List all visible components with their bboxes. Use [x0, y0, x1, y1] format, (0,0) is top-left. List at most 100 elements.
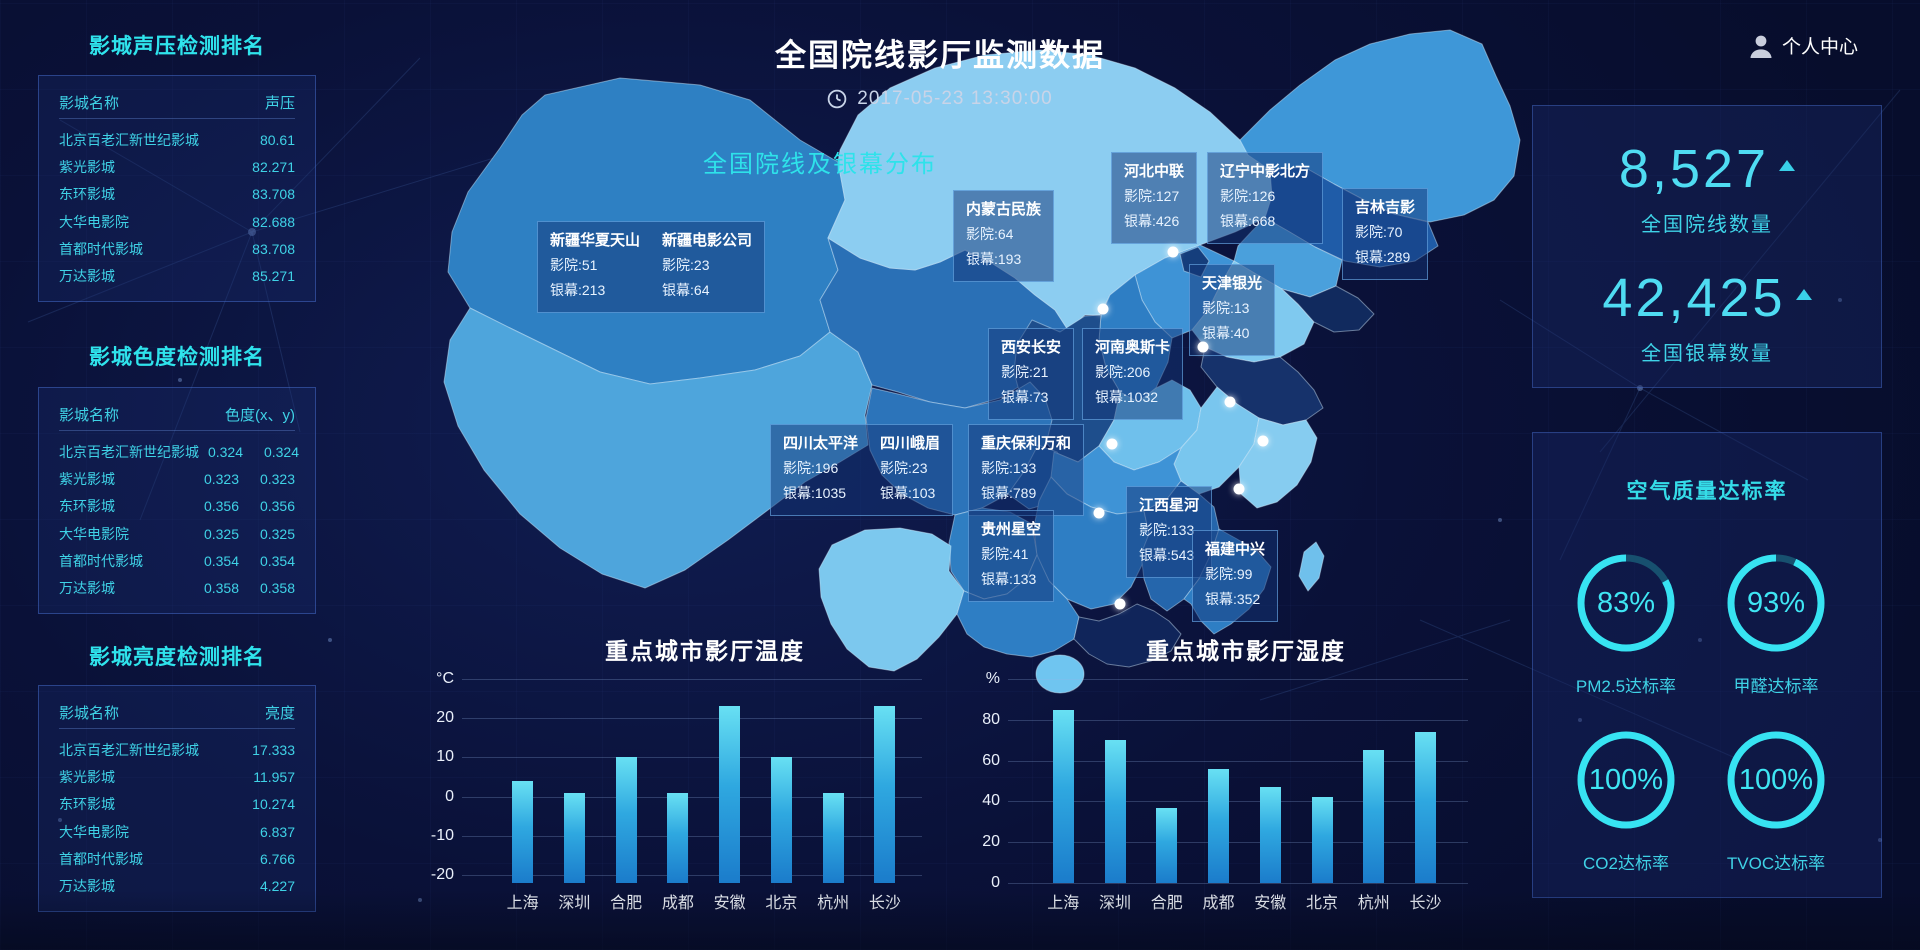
province-hainan [1035, 654, 1085, 694]
province-yunnan [818, 527, 965, 672]
timestamp-row: 2017-05-23 13:30:00 [827, 88, 1052, 110]
table-body: 北京百老汇新世纪影城 80.61 紫光影城 82.271 东环影城 83.708 大华电影院… [59, 119, 295, 293]
name-column-header: 影城名称 [59, 406, 120, 424]
gauge-ring [1727, 554, 1825, 652]
table-row: 东环影城 10.274 [59, 794, 295, 814]
gridline [1008, 801, 1468, 803]
temperature-chart: 重点城市影厅温度 -20 -10 0 10 20 °C 上海 深圳 合肥 成都 安徽 北京 杭州 长沙 [431, 628, 965, 928]
ranking-table-sound: 影城名称 声压 北京百老汇新世纪影城 80.61 紫光影城 82.271 东环影城 83.… [38, 75, 316, 302]
cinema-name: 紫光影城 [59, 159, 115, 176]
table-row: 东环影城 83.708 [59, 184, 295, 204]
table-row: 紫光影城 82.271 [59, 157, 295, 177]
cinema-name: 万达影城 [59, 579, 115, 596]
cinema-name: 紫光影城 [59, 769, 115, 786]
gauge-ring [1577, 554, 1675, 652]
ranking-title-chroma: 影城色度检测排名 [89, 346, 265, 369]
ranking-title-brightness: 影城亮度检测排名 [89, 646, 265, 669]
cinema-value: 17.333 [252, 742, 295, 759]
axis-tick-label: % [985, 670, 1000, 687]
cinema-value: 4.227 [259, 877, 295, 894]
cinema-name: 首都时代影城 [59, 850, 143, 867]
cinema-name: 北京百老汇新世纪影城 [59, 132, 199, 149]
bar [822, 792, 844, 883]
clock-icon [827, 89, 847, 109]
air-quality-panel: 空气质量达标率 83% PM2.5达标率 93% 甲醛达标率 100% CO2达… [1532, 432, 1882, 898]
value-column-header: 声压 [264, 94, 295, 112]
gauge-value: 83% [1596, 586, 1656, 619]
table-row: 万达影城 4.227 [59, 876, 295, 896]
city-label: 长沙 [1409, 895, 1442, 912]
cinema-value: 0.324 [207, 444, 243, 461]
temperature-chart-title: 重点城市影厅温度 [605, 638, 805, 664]
gridline [462, 718, 922, 720]
timestamp: 2017-05-23 13:30:00 [857, 88, 1053, 109]
gauge-ring [1727, 731, 1825, 829]
axis-tick-label: 10 [436, 748, 454, 766]
table-body: 北京百老汇新世纪影城 17.333 紫光影城 11.957 东环影城 10.274 大华电影… [59, 729, 295, 903]
up-triangle-icon [1779, 160, 1796, 171]
cinema-value: 0.354 [259, 552, 295, 569]
humidity-plot: 0 20 40 60 80% 上海 深圳 合肥 成都 安徽 北京 杭州 长沙 [982, 670, 1468, 912]
cinema-value: 0.323 [259, 471, 295, 488]
gridline [1008, 719, 1468, 721]
screen-count-label: 全国银幕数量 [1641, 343, 1773, 365]
cinema-value: 80.61 [259, 132, 295, 149]
cinema-value: 0.354 [203, 552, 239, 569]
axis-tick-label: 80 [982, 710, 1000, 728]
cinema-value: 0.325 [259, 525, 295, 542]
cinema-value: 0.324 [263, 444, 299, 461]
cinema-value: 0.325 [203, 525, 239, 542]
user-icon [1750, 35, 1772, 58]
cinema-value: 6.837 [259, 823, 295, 840]
cinema-name: 大华电影院 [59, 213, 129, 230]
table-row: 东环影城 0.356 0.356 [59, 496, 295, 516]
cinema-count-block: 8,527 全国院线数量 [1533, 142, 1881, 237]
table-header: 影城名称 声压 [59, 86, 295, 119]
table-row: 北京百老汇新世纪影城 80.61 [59, 130, 295, 150]
table-row: 万达影城 85.271 [59, 266, 295, 286]
table-header: 影城名称 亮度 [59, 696, 295, 729]
cinema-name: 北京百老汇新世纪影城 [59, 444, 199, 461]
bar [1259, 787, 1281, 883]
cinema-name: 东环影城 [59, 498, 115, 515]
cinema-name: 大华电影院 [59, 525, 129, 542]
table-row: 首都时代影城 0.354 0.354 [59, 551, 295, 571]
cinema-value: 82.271 [252, 159, 295, 176]
table-row: 紫光影城 11.957 [59, 767, 295, 787]
user-center-label: 个人中心 [1782, 37, 1859, 58]
table-row: 紫光影城 0.323 0.323 [59, 469, 295, 489]
up-triangle-icon [1795, 289, 1812, 300]
value-column-header: 色度(x、y) [225, 406, 295, 424]
humidity-chart: 重点城市影厅湿度 0 20 40 60 80% 上海 深圳 合肥 成都 安徽 北京 杭州 长沙 [982, 628, 1506, 928]
gridline [462, 757, 922, 759]
cinema-value: 0.323 [203, 471, 239, 488]
table-body: 北京百老汇新世纪影城 0.324 0.324 紫光影城 0.323 0.323 东环影城 0.… [59, 431, 299, 605]
cinema-name: 东环影城 [59, 796, 115, 813]
bar [1311, 797, 1333, 883]
map-subtitle: 全国院线及银幕分布 [703, 151, 937, 178]
page-title: 全国院线影厅监测数据 [775, 38, 1105, 73]
screen-count-block: 42,425 全国银幕数量 [1533, 271, 1881, 366]
axis-tick-label: -20 [430, 866, 454, 884]
table-row: 首都时代影城 6.766 [59, 849, 295, 869]
bar [1104, 740, 1126, 883]
axis-tick-label: 0 [445, 787, 454, 805]
gridline [462, 679, 922, 680]
gauge-ring [1577, 731, 1675, 829]
gauge-co2: 100% CO2达标率 [1571, 725, 1681, 874]
cinema-value: 82.688 [252, 213, 295, 230]
bar [1156, 807, 1178, 883]
city-label: 长沙 [868, 895, 901, 912]
axis-tick-label: -10 [430, 826, 454, 844]
bar [874, 706, 896, 883]
province-shandong-peninsula [1281, 285, 1375, 333]
bar [1415, 732, 1437, 883]
bar [770, 757, 792, 883]
national-stats-panel: 8,527 全国院线数量 42,425 全国银幕数量 [1532, 105, 1882, 388]
user-center-button[interactable]: 个人中心 [1748, 32, 1858, 59]
gauge-value: 93% [1746, 586, 1806, 619]
cinema-name: 万达影城 [59, 877, 115, 894]
cinema-value: 83.708 [252, 186, 295, 203]
gauge-tvoc: 100% TVOC达标率 [1721, 725, 1831, 874]
province-taiwan [1298, 541, 1325, 592]
